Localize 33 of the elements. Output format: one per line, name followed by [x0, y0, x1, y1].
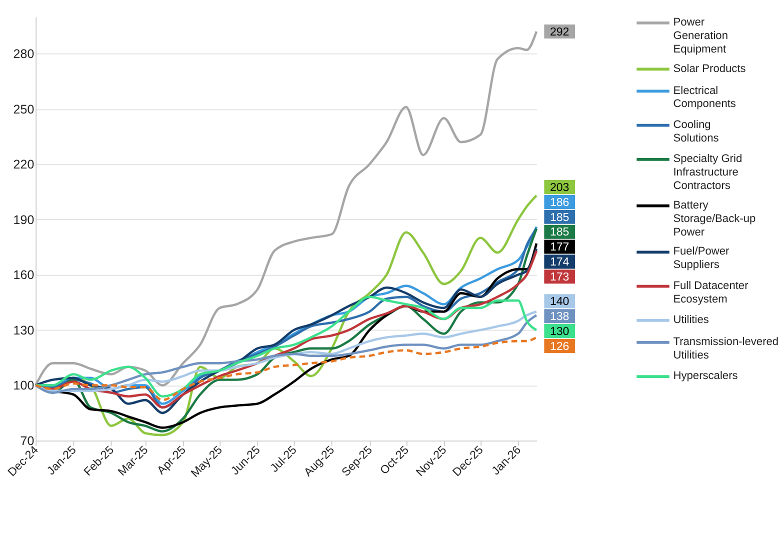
y-tick-label: 100 — [13, 378, 34, 393]
line-series — [34, 336, 538, 402]
y-tick-label: 220 — [13, 158, 34, 172]
data-label: 292 — [550, 26, 570, 38]
legend-label: Power Generation Equipment — [673, 16, 728, 56]
line-series — [34, 296, 538, 398]
line-series — [34, 30, 538, 386]
data-label: 203 — [550, 182, 570, 194]
legend-label: Specialty Grid Infrastructure Contractors — [673, 153, 742, 192]
y-tick-label: 190 — [13, 212, 34, 227]
data-label: 126 — [550, 340, 570, 353]
data-label: 174 — [550, 256, 570, 269]
data-label: 185 — [550, 212, 570, 224]
legend-label: Solar Products — [673, 62, 746, 75]
legend-label: Electrical Components — [673, 84, 736, 110]
data-label: 186 — [550, 196, 570, 209]
data-label: 185 — [550, 226, 570, 239]
data-label: 140 — [550, 296, 570, 308]
legend-label: Battery Storage/Back-up Power — [673, 199, 756, 238]
legend-label: Utilities — [673, 314, 710, 326]
legend-label: Fuel/Power Suppliers — [673, 246, 730, 272]
data-label: 138 — [550, 310, 570, 323]
data-label: 130 — [550, 326, 570, 338]
y-tick-label: 280 — [13, 46, 34, 61]
data-label: 173 — [550, 271, 570, 284]
legend-label: Full Datacenter Ecosystem — [673, 280, 749, 306]
y-tick-label: 160 — [13, 268, 34, 282]
y-tick-label: 130 — [13, 323, 34, 338]
y-tick-label: 250 — [13, 102, 34, 116]
legend-label: Hyperscalers — [673, 370, 738, 382]
data-label: 177 — [550, 242, 570, 254]
legend-label: Cooling Solutions — [673, 118, 720, 144]
legend-label: Transmission-levered Utilities — [673, 336, 779, 362]
